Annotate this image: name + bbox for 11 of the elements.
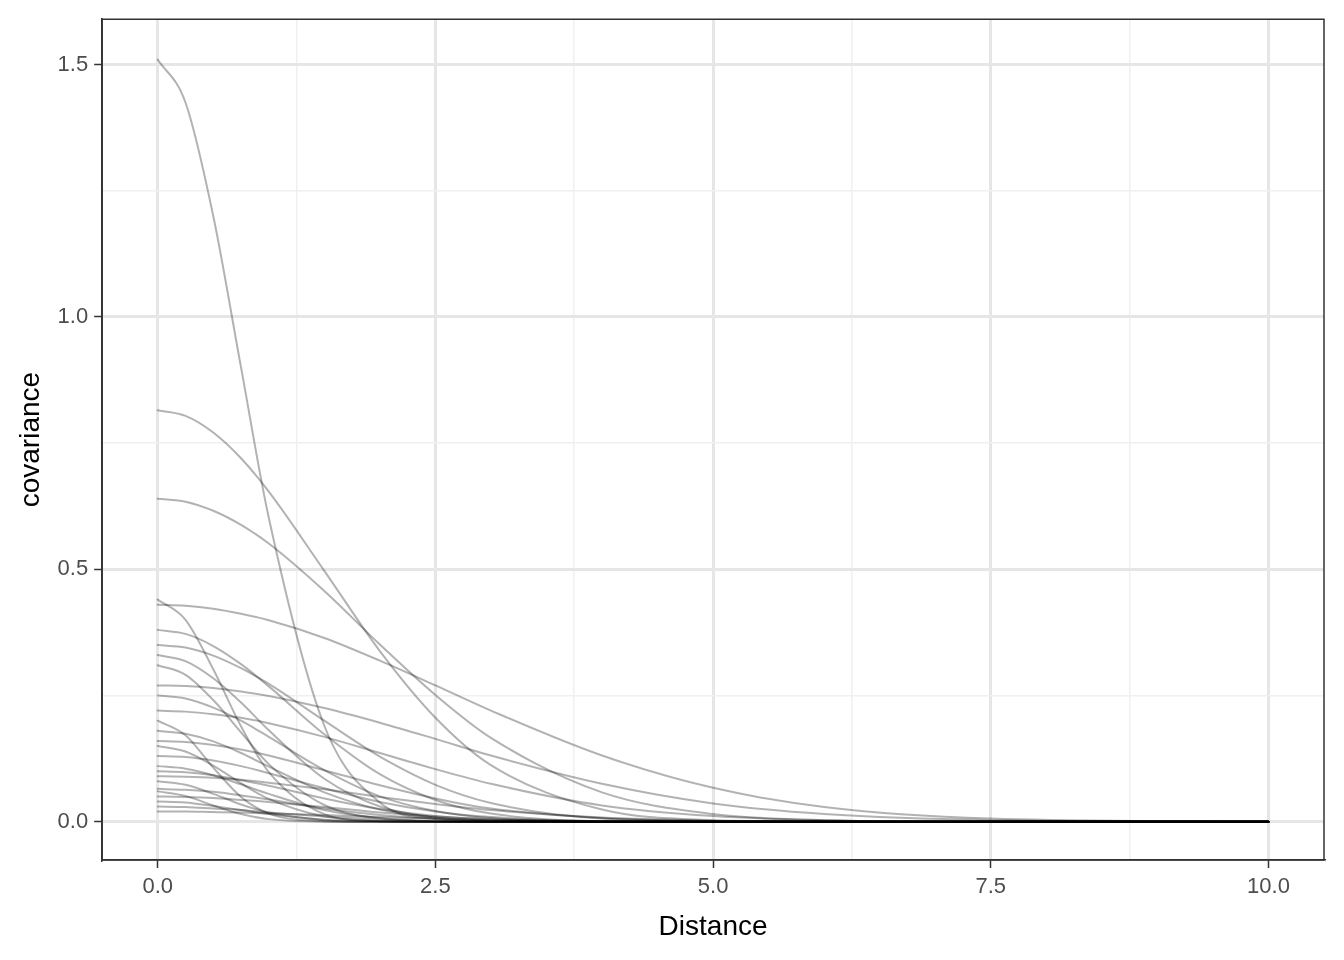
y-tick-label: 0.5 — [57, 555, 89, 581]
x-axis-title: Distance — [658, 909, 768, 941]
x-tick-label: 7.5 — [975, 873, 1007, 899]
x-tick-label: 2.5 — [420, 873, 451, 899]
x-tick-label: 0.0 — [142, 873, 174, 899]
y-tick-label: 0.0 — [57, 807, 89, 833]
y-tick-label: 1.0 — [57, 303, 89, 329]
y-axis-title: covariance — [13, 371, 45, 508]
y-tick-label: 1.5 — [57, 50, 89, 76]
x-tick-label: 5.0 — [697, 873, 729, 899]
x-tick-label: 10.0 — [1247, 873, 1290, 899]
